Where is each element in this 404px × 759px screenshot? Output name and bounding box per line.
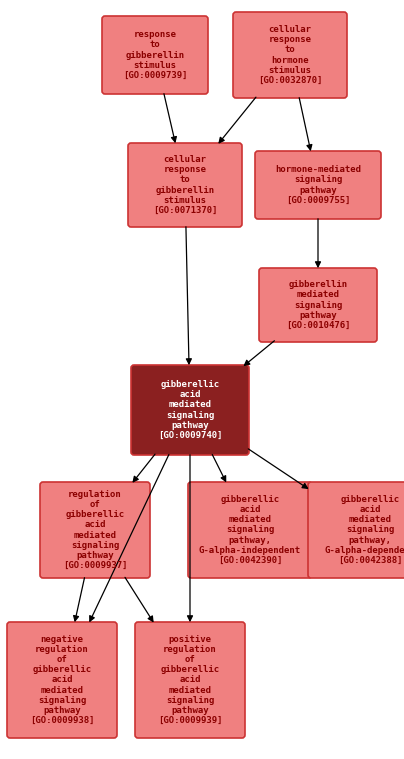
Text: hormone-mediated
signaling
pathway
[GO:0009755]: hormone-mediated signaling pathway [GO:0…	[275, 165, 361, 205]
Text: regulation
of
gibberellic
acid
mediated
signaling
pathway
[GO:0009937]: regulation of gibberellic acid mediated …	[63, 490, 127, 570]
Text: response
to
gibberellin
stimulus
[GO:0009739]: response to gibberellin stimulus [GO:000…	[123, 30, 187, 80]
Text: gibberellic
acid
mediated
signaling
pathway,
G-alpha-dependent
[GO:0042388]: gibberellic acid mediated signaling path…	[324, 496, 404, 565]
FancyBboxPatch shape	[233, 12, 347, 98]
FancyBboxPatch shape	[128, 143, 242, 227]
FancyBboxPatch shape	[131, 365, 249, 455]
FancyBboxPatch shape	[188, 482, 312, 578]
FancyBboxPatch shape	[7, 622, 117, 738]
Text: gibberellic
acid
mediated
signaling
pathway,
G-alpha-independent
[GO:0042390]: gibberellic acid mediated signaling path…	[199, 496, 301, 565]
Text: gibberellic
acid
mediated
signaling
pathway
[GO:0009740]: gibberellic acid mediated signaling path…	[158, 380, 222, 439]
FancyBboxPatch shape	[308, 482, 404, 578]
Text: cellular
response
to
hormone
stimulus
[GO:0032870]: cellular response to hormone stimulus [G…	[258, 25, 322, 84]
Text: negative
regulation
of
gibberellic
acid
mediated
signaling
pathway
[GO:0009938]: negative regulation of gibberellic acid …	[30, 635, 94, 725]
Text: cellular
response
to
gibberellin
stimulus
[GO:0071370]: cellular response to gibberellin stimulu…	[153, 156, 217, 215]
Text: positive
regulation
of
gibberellic
acid
mediated
signaling
pathway
[GO:0009939]: positive regulation of gibberellic acid …	[158, 635, 222, 725]
Text: gibberellin
mediated
signaling
pathway
[GO:0010476]: gibberellin mediated signaling pathway […	[286, 280, 350, 329]
FancyBboxPatch shape	[135, 622, 245, 738]
FancyBboxPatch shape	[102, 16, 208, 94]
FancyBboxPatch shape	[259, 268, 377, 342]
FancyBboxPatch shape	[40, 482, 150, 578]
FancyBboxPatch shape	[255, 151, 381, 219]
